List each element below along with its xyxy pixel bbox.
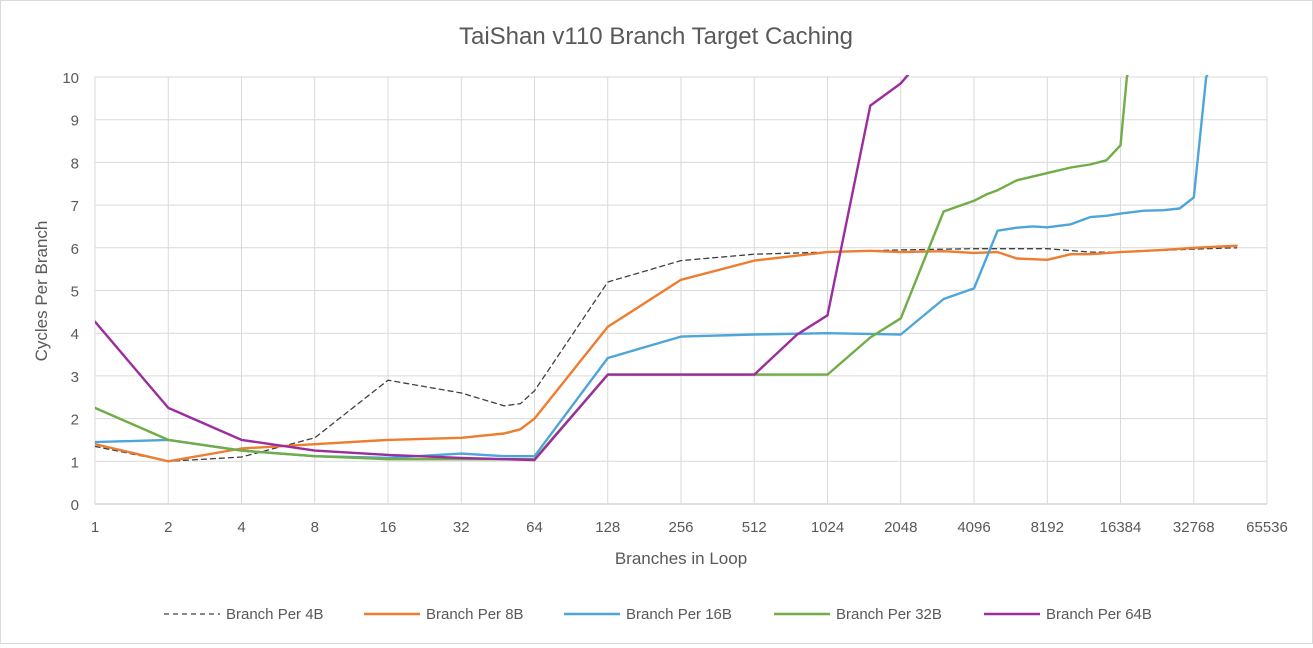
grid-lines (94, 76, 1268, 505)
x-tick-label: 2 (164, 519, 172, 536)
x-tick-label: 4096 (957, 519, 990, 536)
chart-title: TaiShan v110 Branch Target Caching (459, 23, 853, 50)
x-tick-label: 16384 (1100, 519, 1142, 536)
legend-label-3: Branch Per 16B (626, 606, 732, 623)
y-tick-label: 1 (71, 454, 79, 471)
y-tick-label: 0 (71, 497, 79, 514)
x-tick-label: 8192 (1031, 519, 1064, 536)
y-tick-label: 6 (71, 241, 79, 258)
y-tick-label: 9 (71, 113, 79, 130)
y-tick-label: 3 (71, 369, 79, 386)
legend-label-4: Branch Per 32B (836, 606, 942, 623)
series-line-3 (95, 75, 1209, 460)
legend-label-5: Branch Per 64B (1046, 606, 1152, 623)
series-layer (95, 75, 1238, 463)
series-line-2 (95, 244, 1238, 463)
series-line-5 (95, 75, 910, 462)
x-tick-label: 1 (91, 519, 99, 536)
legend: Branch Per 4B Branch Per 8B Branch Per 16B… (164, 606, 1152, 623)
y-tick-label: 8 (71, 155, 79, 172)
series-line-1 (95, 247, 1238, 462)
x-tick-label: 16 (380, 519, 397, 536)
y-tick-label: 2 (71, 412, 79, 429)
x-axis-title: Branches in Loop (615, 549, 747, 568)
x-tick-label: 512 (742, 519, 767, 536)
y-tick-label: 7 (71, 198, 79, 215)
x-tick-label: 1024 (811, 519, 844, 536)
x-tick-label: 2048 (884, 519, 917, 536)
x-tick-label: 256 (668, 519, 693, 536)
x-tick-label: 64 (526, 519, 543, 536)
y-tick-label: 5 (71, 284, 79, 301)
series-line-4 (95, 75, 1129, 461)
x-tick-label: 128 (595, 519, 620, 536)
y-tick-label: 4 (71, 326, 79, 343)
x-tick-label: 8 (311, 519, 319, 536)
x-tick-label: 4 (237, 519, 245, 536)
x-tick-label: 65536 (1246, 519, 1288, 536)
legend-label-1: Branch Per 4B (226, 606, 324, 623)
y-axis-title: Cycles Per Branch (32, 221, 51, 362)
legend-label-2: Branch Per 8B (426, 606, 524, 623)
y-tick-label: 10 (62, 70, 79, 87)
x-tick-label: 32 (453, 519, 470, 536)
x-tick-label: 32768 (1173, 519, 1215, 536)
